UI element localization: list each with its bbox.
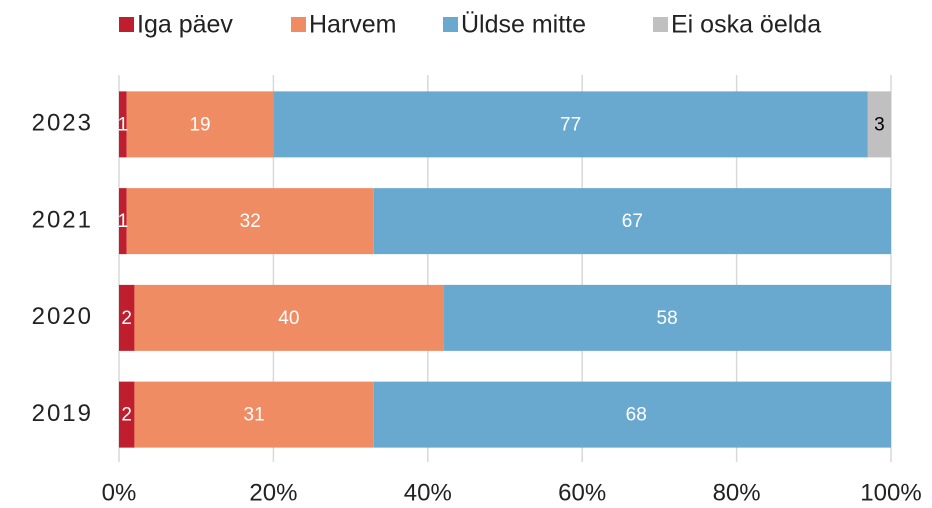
legend-label: Harvem bbox=[309, 11, 397, 39]
data-label: 67 bbox=[622, 211, 643, 232]
data-label: 58 bbox=[657, 308, 678, 329]
legend-label: Iga päev bbox=[137, 11, 233, 39]
bar-segment bbox=[373, 188, 891, 255]
y-tick-label: 2023 bbox=[32, 110, 93, 137]
x-tick-label: 60% bbox=[558, 479, 606, 506]
data-label: 31 bbox=[244, 405, 265, 426]
bar-segment bbox=[134, 284, 444, 351]
bar-segment bbox=[134, 381, 374, 448]
bar-segment bbox=[443, 284, 891, 351]
y-tick-label: 2021 bbox=[32, 206, 93, 233]
x-tick-label: 100% bbox=[860, 479, 921, 506]
legend-marker bbox=[291, 17, 306, 32]
bar-segment bbox=[867, 91, 891, 158]
data-label: 40 bbox=[278, 308, 299, 329]
bar-segment bbox=[126, 91, 274, 158]
bar-segment bbox=[126, 188, 374, 255]
data-label: 1 bbox=[118, 211, 129, 232]
data-label: 2 bbox=[121, 308, 132, 329]
bar-segment bbox=[119, 284, 135, 351]
bar-segment bbox=[119, 91, 127, 158]
x-tick-label: 40% bbox=[404, 479, 452, 506]
labels: 0% 20% 40% 60% 80% 100% 2023 1 19 77 3 2021 1 32 67 202… bbox=[32, 11, 922, 507]
bar-segment bbox=[373, 381, 891, 448]
data-label: 68 bbox=[626, 405, 647, 426]
legend-label: Ei oska öelda bbox=[671, 11, 821, 39]
bar-segment bbox=[119, 188, 127, 255]
data-label: 32 bbox=[240, 211, 261, 232]
x-tick-label: 80% bbox=[713, 479, 761, 506]
data-label: 1 bbox=[118, 114, 129, 135]
data-label: 19 bbox=[189, 114, 210, 135]
bar-segment bbox=[119, 381, 135, 448]
y-tick-label: 2019 bbox=[32, 400, 93, 427]
legend-label: Üldse mitte bbox=[461, 11, 586, 39]
x-tick-label: 0% bbox=[102, 479, 137, 506]
x-tick-label: 20% bbox=[249, 479, 297, 506]
legend-marker bbox=[443, 17, 458, 32]
data-label: 77 bbox=[560, 114, 581, 135]
legend-marker bbox=[653, 17, 668, 32]
bars bbox=[119, 91, 891, 448]
bar-segment bbox=[273, 91, 868, 158]
data-label: 2 bbox=[121, 405, 132, 426]
legend-marker bbox=[119, 17, 134, 32]
y-tick-label: 2020 bbox=[32, 303, 93, 330]
data-label: 3 bbox=[874, 114, 885, 135]
